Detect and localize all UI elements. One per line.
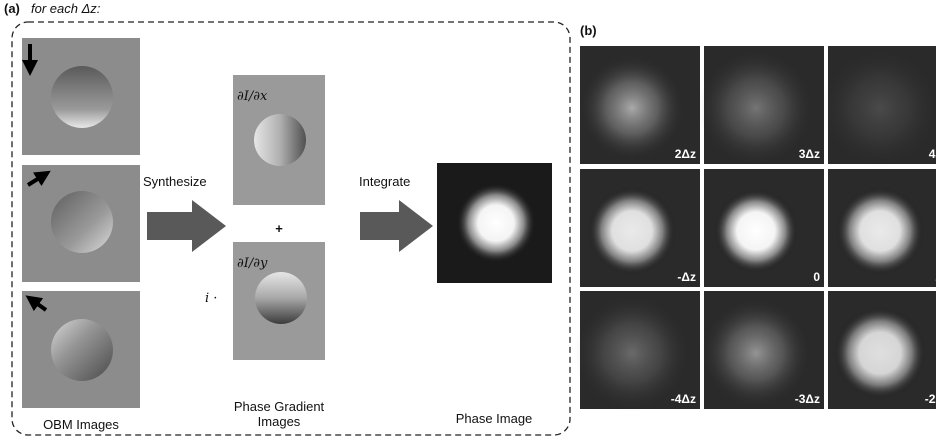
column-caption: Images (258, 414, 301, 429)
grid-cell: -2Δ (828, 291, 936, 409)
gradient-label: ∂I/∂x (237, 89, 268, 104)
cell-spot (702, 299, 810, 407)
grid-cell: 2Δz (580, 46, 700, 164)
obm-image (22, 38, 140, 155)
arrow (147, 200, 226, 252)
cell-label: 0 (813, 270, 820, 284)
grid-cell: 3Δz (698, 46, 824, 166)
cell-spot (698, 50, 814, 166)
arrow (360, 200, 433, 252)
grid-cell: 4Δ (820, 46, 936, 168)
step-label: Integrate (359, 174, 410, 189)
plus: + (275, 221, 283, 236)
grid-cell: Δ (828, 169, 936, 287)
cell-spot (714, 189, 798, 273)
obm-image (22, 291, 140, 408)
gradient-label: ∂I/∂y (237, 256, 268, 271)
grid-cell: -3Δz (702, 291, 824, 409)
column-caption: Phase Image (456, 411, 533, 426)
caption: for each Δz: (31, 1, 101, 16)
cell-label: -3Δz (795, 392, 820, 406)
phase-image (437, 163, 552, 283)
column-caption: Phase Gradient (234, 399, 325, 414)
imaginary-unit: i · (205, 291, 217, 306)
cell-label: 4Δ (929, 147, 936, 161)
grid-cell: -Δz (580, 169, 700, 287)
column-caption: OBM Images (43, 417, 119, 432)
cell-spot (588, 187, 676, 275)
cell-label: 2Δz (675, 147, 696, 161)
cell-spot (580, 56, 684, 160)
grid-cell: 0 (704, 169, 824, 287)
cell-spot (820, 48, 936, 168)
obm-image (22, 165, 140, 282)
step-label: Synthesize (143, 174, 207, 189)
cell-label: -2Δ (925, 392, 936, 406)
panel-label: (a) (4, 1, 20, 16)
cell-spot (836, 187, 924, 275)
figure: (a) for each Δz: OBM Images Synthesize ∂… (0, 0, 936, 440)
cell-label: -Δz (677, 270, 696, 284)
cell-label: -4Δz (671, 392, 696, 406)
panel-label: (b) (580, 23, 597, 38)
cell-label: 3Δz (799, 147, 820, 161)
image-grid: 2Δz 3Δz 4Δ -Δz 0Δ -4Δz -3Δz -2Δ (574, 46, 936, 411)
cell-spot (834, 307, 926, 399)
grid-cell: -4Δz (574, 291, 700, 411)
